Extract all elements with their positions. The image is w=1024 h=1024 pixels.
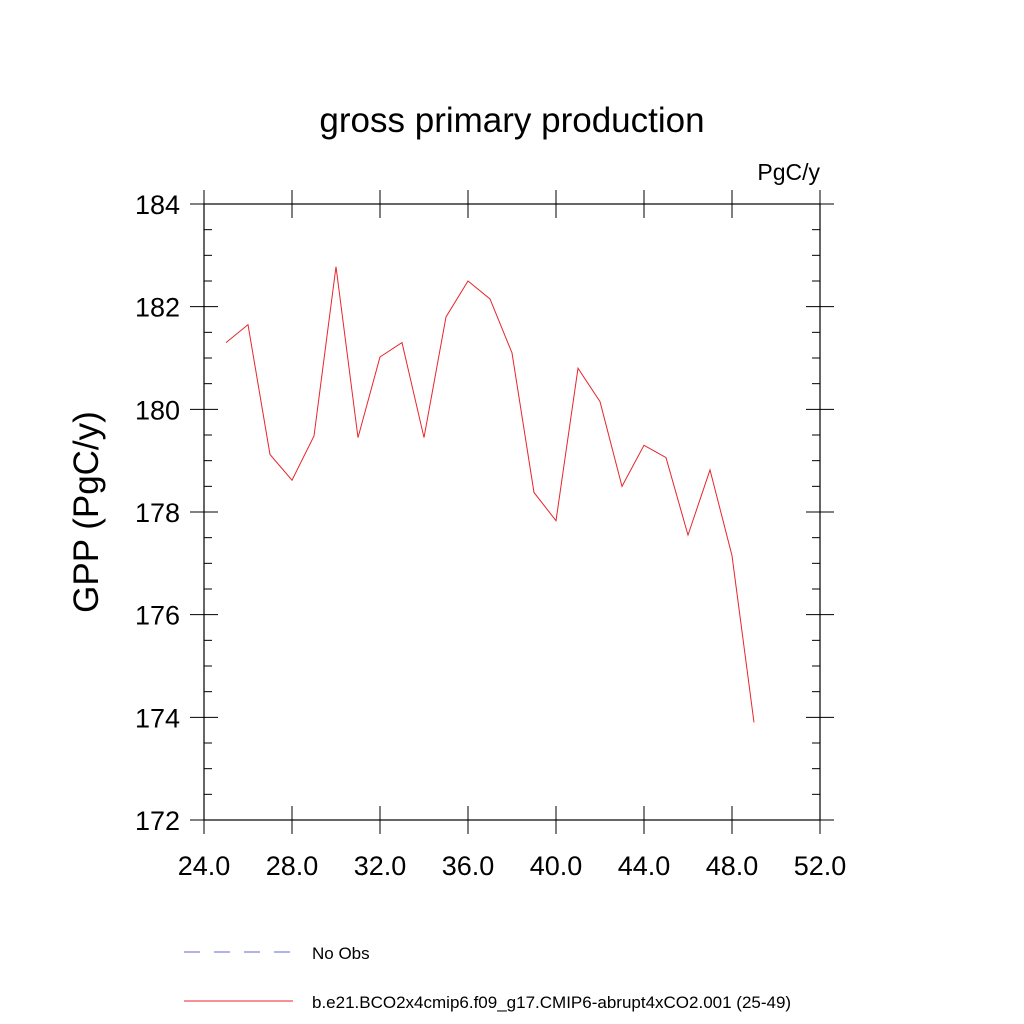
y-axis-label: GPP (PgC/y) [67,411,106,613]
x-tick-label: 40.0 [530,851,583,881]
x-tick-label: 52.0 [794,851,847,881]
x-tick-label: 24.0 [178,851,231,881]
x-tick-label: 32.0 [354,851,407,881]
chart-title: gross primary production [319,101,704,140]
y-tick-label: 174 [135,703,180,733]
series-layer [225,266,755,723]
series-line [225,266,755,723]
x-tick-label: 36.0 [442,851,495,881]
x-tick-label: 44.0 [618,851,671,881]
units-label: PgC/y [757,159,820,185]
y-tick-label: 172 [135,806,180,836]
y-axis-ticks: 172 174 176 178 180 182 184 [135,190,834,836]
y-tick-label: 184 [135,190,180,220]
y-tick-label: 176 [135,601,180,631]
legend: No Obs b.e21.BCO2x4cmip6.f09_g17.CMIP6-a… [184,944,791,1012]
plot-frame [203,203,821,821]
y-tick-label: 182 [135,293,180,323]
x-axis-ticks: 24.0 28.0 32.0 36.0 40.0 44.0 48.0 52.0 [178,190,847,881]
y-tick-label: 180 [135,395,180,425]
legend-label-no-obs: No Obs [312,944,370,963]
x-tick-label: 28.0 [266,851,319,881]
x-tick-label: 48.0 [706,851,759,881]
y-tick-label: 178 [135,498,180,528]
legend-label-model: b.e21.BCO2x4cmip6.f09_g17.CMIP6-abrupt4x… [312,993,791,1012]
